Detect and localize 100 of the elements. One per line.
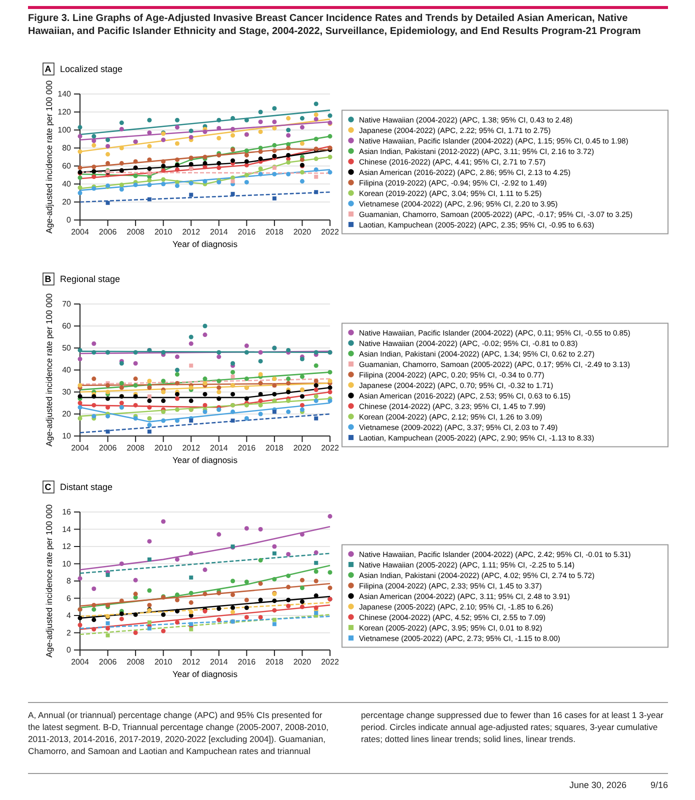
point xyxy=(272,148,277,153)
y-tick-label: 20 xyxy=(62,410,72,419)
point xyxy=(147,422,152,428)
point xyxy=(300,116,304,121)
point xyxy=(202,568,208,572)
point xyxy=(258,558,263,563)
point xyxy=(286,160,291,165)
point xyxy=(230,192,235,196)
point xyxy=(174,380,180,386)
point xyxy=(216,136,222,140)
point xyxy=(92,350,96,355)
point xyxy=(78,622,82,628)
x-axis-title: Year of diagnosis xyxy=(172,239,238,249)
point xyxy=(286,398,291,404)
point xyxy=(147,430,152,434)
point xyxy=(92,164,96,170)
point xyxy=(78,348,82,352)
point xyxy=(188,600,194,605)
point xyxy=(272,172,277,176)
x-tick-label: 2016 xyxy=(238,658,256,667)
point xyxy=(328,154,332,160)
point xyxy=(244,580,249,584)
point xyxy=(216,166,222,170)
point xyxy=(78,576,82,581)
point xyxy=(286,376,291,382)
y-tick-label: 8 xyxy=(66,576,72,586)
y-tick-label: 60 xyxy=(62,322,72,331)
point xyxy=(258,130,263,134)
point xyxy=(216,606,222,611)
point xyxy=(92,627,96,632)
point xyxy=(272,126,277,130)
point xyxy=(244,526,249,531)
x-tick-label: 2008 xyxy=(126,658,146,667)
point xyxy=(202,380,208,386)
y-tick-label: 40 xyxy=(62,366,72,375)
point xyxy=(300,586,304,590)
line-series xyxy=(79,526,331,570)
point xyxy=(216,118,222,122)
x-tick-label: 2008 xyxy=(126,228,146,237)
point xyxy=(188,551,194,556)
point xyxy=(314,363,318,368)
point xyxy=(202,410,208,414)
point xyxy=(272,143,277,148)
point xyxy=(78,356,82,362)
point xyxy=(272,410,276,414)
point xyxy=(119,187,124,192)
point xyxy=(300,604,304,610)
point xyxy=(230,610,236,614)
point xyxy=(147,602,152,608)
point xyxy=(174,368,180,372)
point xyxy=(147,197,152,202)
point xyxy=(161,168,166,173)
point xyxy=(230,410,236,414)
point xyxy=(174,407,180,412)
point xyxy=(78,125,82,130)
point xyxy=(161,519,166,524)
point xyxy=(286,172,291,176)
x-tick-label: 2020 xyxy=(293,658,312,667)
point xyxy=(314,116,318,122)
point xyxy=(161,628,166,634)
point xyxy=(119,380,124,386)
point xyxy=(216,618,222,622)
point xyxy=(300,578,304,582)
point xyxy=(106,633,110,638)
point xyxy=(300,407,304,412)
point xyxy=(161,177,166,182)
point xyxy=(258,526,263,532)
point xyxy=(147,620,152,624)
point xyxy=(328,134,332,139)
point xyxy=(258,392,263,396)
point xyxy=(314,416,318,420)
x-tick-label: 2022 xyxy=(321,658,340,667)
x-tick-label: 2010 xyxy=(154,444,173,453)
point xyxy=(314,398,318,404)
point xyxy=(314,593,318,598)
point xyxy=(244,350,249,355)
point xyxy=(328,586,332,590)
point xyxy=(133,383,138,388)
point xyxy=(216,350,222,355)
y-tick-label: 4 xyxy=(66,611,72,620)
point xyxy=(161,378,166,384)
point xyxy=(314,605,318,610)
point xyxy=(106,396,110,401)
x-tick-label: 2016 xyxy=(238,444,256,453)
y-tick-label: 2 xyxy=(66,628,72,638)
point xyxy=(78,134,82,139)
y-tick-label: 14 xyxy=(62,524,72,534)
point xyxy=(106,430,110,434)
point xyxy=(92,602,96,608)
point xyxy=(92,143,96,148)
point xyxy=(244,614,249,620)
x-tick-label: 2006 xyxy=(98,228,118,237)
point xyxy=(300,532,304,537)
point xyxy=(147,626,152,630)
point xyxy=(78,616,82,620)
point xyxy=(174,354,180,360)
point xyxy=(119,612,124,616)
point xyxy=(300,599,304,604)
y-tick-label: 20 xyxy=(62,198,72,207)
text: A xyxy=(44,64,52,74)
